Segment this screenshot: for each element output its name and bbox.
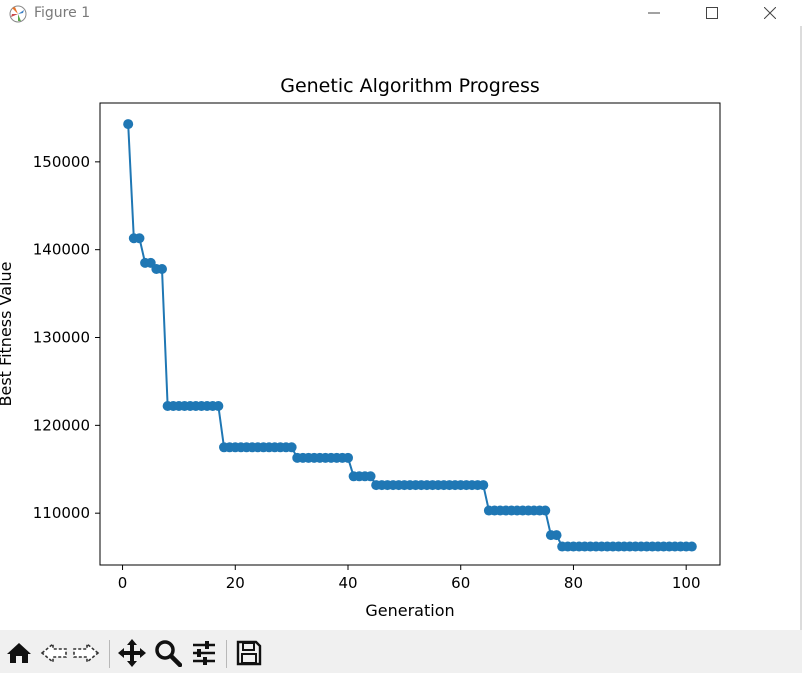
maximize-icon [706, 7, 718, 19]
back-arrow-icon [40, 642, 67, 664]
data-point [540, 505, 551, 516]
data-point [157, 264, 167, 274]
data-point [365, 471, 376, 482]
window-titlebar: Figure 1 [0, 0, 802, 26]
x-tick-label: 60 [451, 574, 470, 592]
chart-title: Genetic Algorithm Progress [280, 75, 540, 97]
data-point [134, 233, 145, 244]
navigation-toolbar [0, 630, 802, 673]
data-point [213, 401, 224, 412]
data-point [686, 541, 697, 552]
pan-button[interactable] [116, 638, 148, 668]
save-button[interactable] [233, 638, 265, 668]
x-tick-label: 80 [564, 574, 583, 592]
y-tick-label: 130000 [33, 329, 90, 347]
data-point [343, 452, 353, 463]
y-tick-label: 150000 [33, 153, 90, 171]
data-point [551, 530, 562, 541]
sliders-icon [193, 641, 215, 665]
toolbar-separator [109, 640, 110, 668]
x-axis: 0 20 40 60 80 100 [118, 565, 701, 592]
x-tick-label: 0 [118, 574, 128, 592]
toolbar-separator [226, 640, 227, 668]
data-point [286, 442, 297, 453]
matplotlib-app-icon [9, 5, 27, 23]
save-icon [236, 640, 262, 666]
home-button[interactable] [3, 638, 35, 668]
configure-subplots-button[interactable] [188, 638, 220, 668]
line-chart: Genetic Algorithm Progress 0 20 40 60 80 100 … [0, 75, 721, 620]
maximize-button[interactable] [683, 0, 741, 26]
y-axis-label: Best Fitness Value [0, 262, 15, 407]
figure-canvas[interactable]: Genetic Algorithm Progress 0 20 40 60 80 100 … [0, 26, 802, 630]
zoom-button[interactable] [152, 638, 184, 668]
data-point [478, 480, 489, 491]
close-button[interactable] [741, 0, 799, 26]
forward-arrow-icon [73, 642, 100, 664]
x-tick-label: 40 [338, 574, 357, 592]
data-point [123, 119, 134, 130]
y-tick-label: 120000 [33, 416, 90, 434]
x-tick-label: 20 [226, 574, 245, 592]
window-edge [800, 26, 802, 630]
zoom-icon [155, 640, 182, 667]
x-tick-label: 100 [672, 574, 701, 592]
close-icon [764, 7, 776, 19]
x-axis-label: Generation [365, 601, 454, 620]
axes-frame [99, 102, 721, 566]
data-series [123, 119, 697, 552]
y-tick-label: 140000 [33, 241, 90, 259]
window-title: Figure 1 [34, 5, 91, 21]
back-button[interactable] [38, 638, 70, 668]
y-tick-label: 110000 [33, 504, 90, 522]
home-icon [7, 643, 31, 663]
move-icon [118, 639, 146, 667]
forward-button[interactable] [70, 638, 102, 668]
minimize-button[interactable] [625, 0, 683, 26]
y-axis: 110000 120000 130000 140000 150000 [33, 153, 100, 522]
minimize-icon [648, 12, 660, 14]
